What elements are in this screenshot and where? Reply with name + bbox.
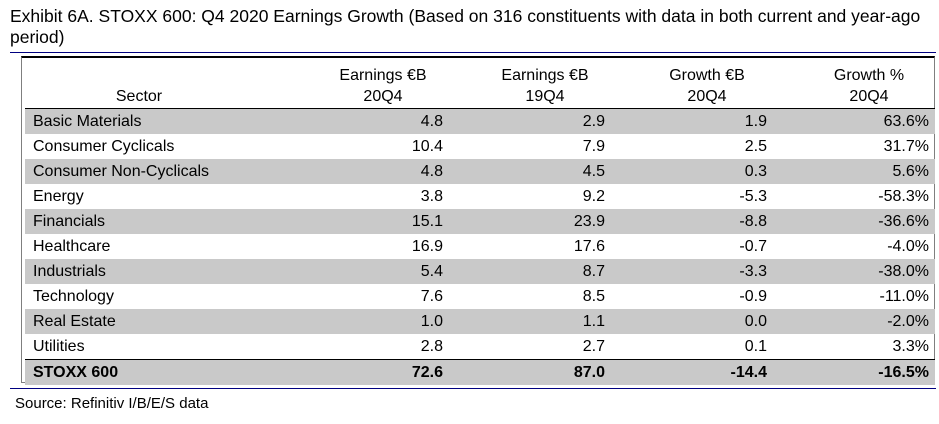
cell-growth-pct: -58.3% — [878, 188, 929, 205]
header-sector-label: Sector — [115, 88, 163, 105]
table-row: Industrials 5.4 8.7 -3.3 -38.0% — [25, 259, 935, 284]
cell-growth-pct: 31.7% — [883, 138, 929, 155]
header-growth-pct-line2: 20Q4 — [849, 88, 889, 105]
cell-earnings-20q4: 4.8 — [287, 108, 449, 134]
table-row: Energy 3.8 9.2 -5.3 -58.3% — [25, 184, 935, 209]
cell-growth-eur: 2.5 — [744, 138, 767, 155]
cell-growth-eur: 0.1 — [744, 338, 767, 355]
header-row: Sector Earnings €B 20Q4 Earnings €B 19Q4… — [25, 61, 935, 109]
cell-earnings-20q4: 15.1 — [287, 209, 449, 234]
table-row: Consumer Non-Cyclicals 4.8 4.5 0.3 5.6% — [25, 159, 935, 184]
cell-earnings-20q4: 5.4 — [287, 259, 449, 284]
cell-growth-pct: -2.0% — [773, 309, 935, 334]
cell-growth-eur: 1.9 — [611, 108, 773, 134]
cell-sector: Technology — [33, 288, 114, 305]
cell-earnings-19q4: 9.2 — [582, 188, 605, 205]
cell-earnings-20q4: 7.6 — [420, 288, 443, 305]
header-earnings-20q4-line2: 20Q4 — [363, 88, 403, 105]
header-earnings-19q4: Earnings €B 19Q4 — [449, 61, 611, 109]
header-growth-eur: Growth €B 20Q4 — [611, 61, 773, 109]
cell-earnings-20q4: 1.0 — [287, 309, 449, 334]
cell-sector: Consumer Cyclicals — [33, 138, 175, 155]
header-growth-pct: Growth % 20Q4 — [773, 61, 935, 109]
cell-sector: Energy — [33, 188, 84, 205]
title-divider — [10, 52, 936, 53]
cell-earnings-20q4: 10.4 — [411, 138, 443, 155]
table-row: Consumer Cyclicals 10.4 7.9 2.5 31.7% — [25, 134, 935, 159]
total-growth-eur: -14.4 — [611, 359, 773, 385]
cell-growth-pct: -4.0% — [887, 238, 929, 255]
header-growth-eur-line2: 20Q4 — [687, 88, 727, 105]
cell-growth-eur: 0.0 — [611, 309, 773, 334]
cell-growth-pct: 5.6% — [773, 159, 935, 184]
cell-sector: Healthcare — [33, 238, 111, 255]
cell-earnings-19q4: 2.9 — [449, 108, 611, 134]
table-row: Basic Materials 4.8 2.9 1.9 63.6% — [25, 108, 935, 134]
table-row: Financials 15.1 23.9 -8.8 -36.6% — [25, 209, 935, 234]
cell-earnings-19q4: 2.7 — [582, 338, 605, 355]
cell-growth-pct: -11.0% — [879, 288, 929, 305]
cell-earnings-19q4: 8.5 — [582, 288, 605, 305]
header-earnings-19q4-line2: 19Q4 — [525, 88, 565, 105]
cell-earnings-19q4: 8.7 — [449, 259, 611, 284]
cell-growth-pct: -36.6% — [773, 209, 935, 234]
total-row: STOXX 600 72.6 87.0 -14.4 -16.5% — [25, 359, 935, 385]
cell-growth-eur: -0.9 — [739, 288, 767, 305]
header-earnings-20q4: Earnings €B 20Q4 — [287, 61, 449, 109]
cell-earnings-20q4: 16.9 — [411, 238, 443, 255]
total-growth-pct: -16.5% — [773, 359, 935, 385]
cell-sector: Industrials — [25, 259, 287, 284]
table-row: Healthcare 16.9 17.6 -0.7 -4.0% — [25, 234, 935, 259]
cell-earnings-20q4: 2.8 — [420, 338, 443, 355]
cell-growth-pct: -38.0% — [773, 259, 935, 284]
exhibit-title: Exhibit 6A. STOXX 600: Q4 2020 Earnings … — [10, 6, 921, 47]
cell-earnings-19q4: 17.6 — [573, 238, 605, 255]
cell-sector: Basic Materials — [25, 108, 287, 134]
cell-earnings-19q4: 4.5 — [449, 159, 611, 184]
cell-growth-eur: 0.3 — [611, 159, 773, 184]
header-growth-pct-line1: Growth % — [833, 67, 905, 84]
bottom-divider — [10, 388, 936, 389]
table-row: Real Estate 1.0 1.1 0.0 -2.0% — [25, 309, 935, 334]
cell-growth-eur: -3.3 — [611, 259, 773, 284]
cell-sector: Real Estate — [25, 309, 287, 334]
header-earnings-20q4-line1: Earnings €B — [339, 67, 427, 84]
cell-sector: Financials — [25, 209, 287, 234]
source-note: Source: Refinitiv I/B/E/S data — [15, 395, 209, 412]
cell-earnings-19q4: 1.1 — [449, 309, 611, 334]
table-row: Technology 7.6 8.5 -0.9 -11.0% — [25, 284, 935, 309]
cell-earnings-19q4: 23.9 — [449, 209, 611, 234]
cell-sector: Utilities — [33, 338, 85, 355]
table-row: Utilities 2.8 2.7 0.1 3.3% — [25, 334, 935, 360]
cell-earnings-19q4: 7.9 — [582, 138, 605, 155]
total-earnings-20q4: 72.6 — [287, 359, 449, 385]
header-earnings-19q4-line1: Earnings €B — [501, 67, 589, 84]
cell-growth-eur: -8.8 — [611, 209, 773, 234]
header-growth-eur-line1: Growth €B — [669, 67, 745, 84]
cell-earnings-20q4: 4.8 — [287, 159, 449, 184]
cell-growth-eur: -0.7 — [739, 238, 767, 255]
earnings-growth-table: Sector Earnings €B 20Q4 Earnings €B 19Q4… — [25, 61, 935, 385]
cell-earnings-20q4: 3.8 — [420, 188, 443, 205]
cell-growth-eur: -5.3 — [739, 188, 767, 205]
total-earnings-19q4: 87.0 — [449, 359, 611, 385]
cell-growth-pct: 63.6% — [773, 108, 935, 134]
header-sector: Sector — [25, 61, 287, 109]
total-sector: STOXX 600 — [25, 359, 287, 385]
cell-growth-pct: 3.3% — [892, 338, 929, 355]
cell-sector: Consumer Non-Cyclicals — [25, 159, 287, 184]
